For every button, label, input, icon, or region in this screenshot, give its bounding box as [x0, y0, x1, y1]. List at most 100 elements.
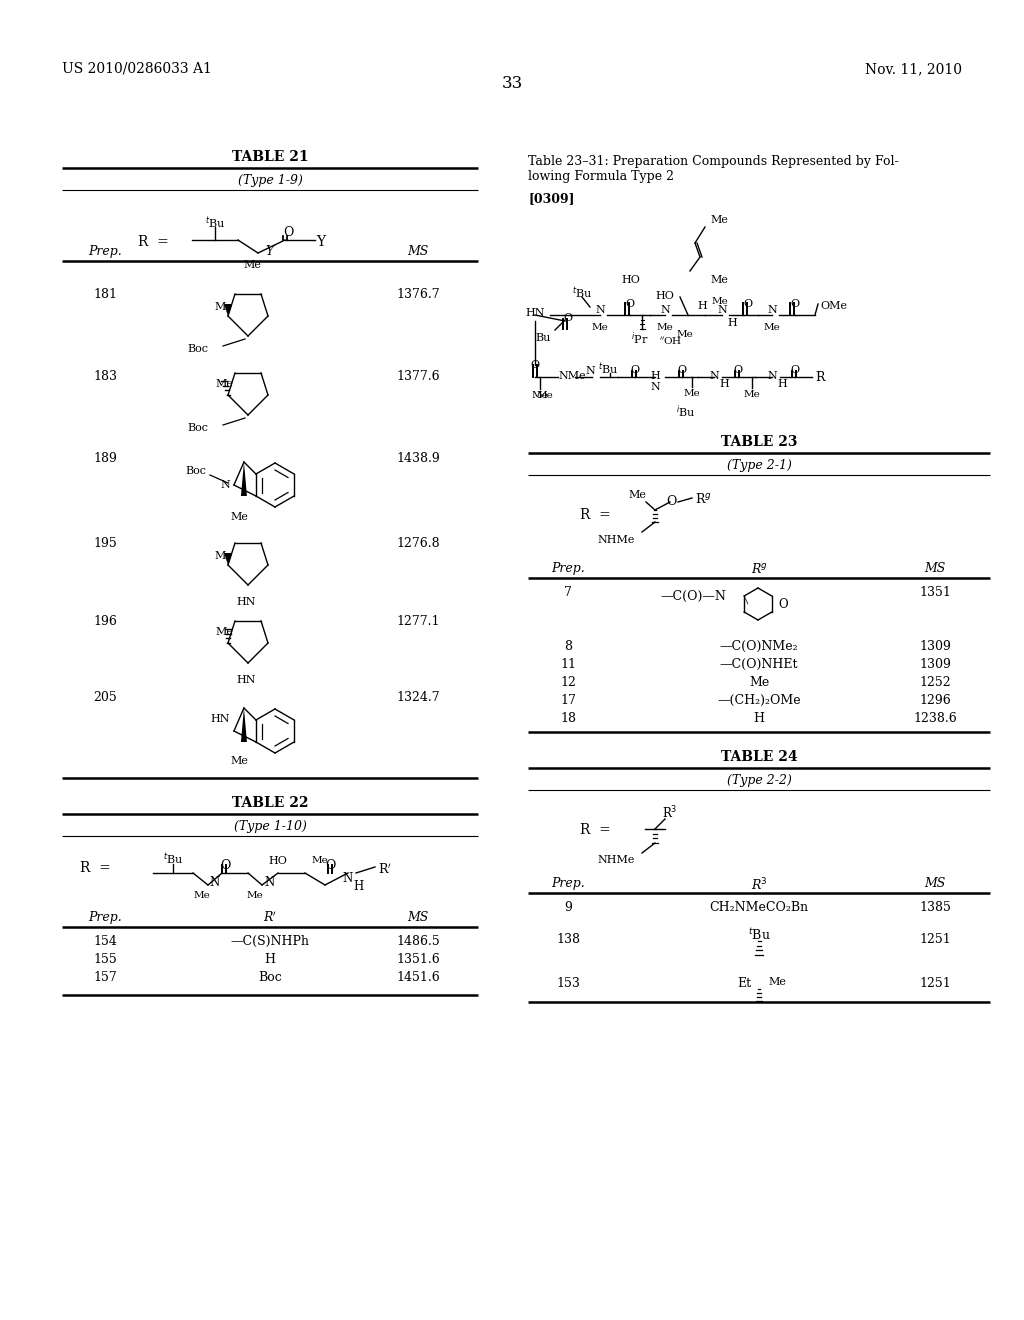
- Text: 33: 33: [502, 75, 522, 92]
- Text: HO: HO: [655, 290, 674, 301]
- Text: N: N: [650, 381, 659, 392]
- Text: Me: Me: [710, 215, 728, 224]
- Text: 1351.6: 1351.6: [396, 953, 440, 966]
- Text: Me: Me: [194, 891, 210, 900]
- Text: 1351: 1351: [920, 586, 951, 599]
- Text: OMe: OMe: [820, 301, 847, 312]
- Text: 18: 18: [560, 711, 575, 725]
- Text: Me: Me: [537, 391, 553, 400]
- Text: Me: Me: [243, 260, 261, 271]
- Text: 1376.7: 1376.7: [396, 288, 440, 301]
- Text: (Type 1-10): (Type 1-10): [233, 820, 306, 833]
- Text: Me: Me: [214, 302, 232, 312]
- Text: R$^{3}$: R$^{3}$: [751, 876, 767, 894]
- Text: HO: HO: [268, 855, 288, 866]
- Text: H: H: [754, 711, 765, 725]
- Text: (Type 1-9): (Type 1-9): [238, 174, 302, 187]
- Text: 157: 157: [93, 972, 117, 983]
- Polygon shape: [224, 304, 232, 315]
- Text: US 2010/0286033 A1: US 2010/0286033 A1: [62, 62, 212, 77]
- Text: Boc: Boc: [187, 345, 208, 354]
- Text: Me: Me: [230, 756, 248, 766]
- Text: Me: Me: [656, 323, 674, 333]
- Text: O: O: [733, 366, 742, 375]
- Text: Boc: Boc: [187, 422, 208, 433]
- Text: N: N: [717, 305, 727, 315]
- Text: 181: 181: [93, 288, 117, 301]
- Text: (Type 2-1): (Type 2-1): [727, 459, 792, 473]
- Text: —C(S)NHPh: —C(S)NHPh: [230, 935, 309, 948]
- Text: —C(O)—N: —C(O)—N: [660, 590, 726, 603]
- Text: R  =: R =: [80, 861, 111, 875]
- Text: H: H: [697, 301, 707, 312]
- Text: MS: MS: [408, 246, 429, 257]
- Text: Me: Me: [215, 627, 232, 638]
- Text: Me: Me: [743, 389, 761, 399]
- Text: —C(O)NHEt: —C(O)NHEt: [720, 657, 799, 671]
- Text: $^{t}$Bu: $^{t}$Bu: [598, 360, 618, 376]
- Text: MS: MS: [925, 876, 946, 890]
- Text: [0309]: [0309]: [528, 191, 574, 205]
- Text: Me: Me: [677, 330, 693, 339]
- Text: N: N: [767, 305, 777, 315]
- Text: Me: Me: [764, 323, 780, 333]
- Text: 196: 196: [93, 615, 117, 628]
- Text: Me: Me: [592, 323, 608, 333]
- Text: O: O: [791, 366, 800, 375]
- Text: N: N: [767, 371, 777, 381]
- Text: O: O: [666, 495, 676, 508]
- Text: 1438.9: 1438.9: [396, 451, 440, 465]
- Text: 8: 8: [564, 640, 572, 653]
- Text: N: N: [343, 873, 353, 886]
- Text: Me: Me: [215, 379, 232, 389]
- Text: O: O: [791, 300, 800, 309]
- Text: H: H: [727, 318, 737, 327]
- Text: O: O: [631, 366, 640, 375]
- Text: N: N: [710, 371, 719, 381]
- Text: NMe: NMe: [558, 371, 586, 381]
- Text: H: H: [777, 379, 786, 389]
- Text: 11: 11: [560, 657, 575, 671]
- Text: Me: Me: [749, 676, 769, 689]
- Text: Boc: Boc: [258, 972, 282, 983]
- Text: HN: HN: [237, 675, 256, 685]
- Text: 1238.6: 1238.6: [913, 711, 956, 725]
- Text: TABLE 24: TABLE 24: [721, 750, 798, 764]
- Text: 153: 153: [556, 977, 580, 990]
- Text: O: O: [283, 226, 293, 239]
- Text: H: H: [264, 953, 275, 966]
- Text: R  =: R =: [580, 508, 610, 521]
- Text: Boc: Boc: [185, 466, 206, 477]
- Text: $^{t}$Bu: $^{t}$Bu: [571, 285, 592, 301]
- Text: 1251: 1251: [920, 977, 951, 990]
- Text: HN: HN: [237, 597, 256, 607]
- Text: O: O: [778, 598, 787, 610]
- Text: 183: 183: [93, 370, 117, 383]
- Text: Me: Me: [230, 512, 248, 521]
- Text: 1309: 1309: [920, 640, 951, 653]
- Text: N: N: [210, 875, 220, 888]
- Text: O: O: [626, 300, 635, 309]
- Text: TABLE 22: TABLE 22: [231, 796, 308, 810]
- Text: 1252: 1252: [920, 676, 951, 689]
- Text: $^{t}$Bu: $^{t}$Bu: [205, 215, 225, 231]
- Text: Prep.: Prep.: [88, 246, 122, 257]
- Text: MS: MS: [925, 562, 946, 576]
- Text: 1309: 1309: [920, 657, 951, 671]
- Text: NHMe: NHMe: [598, 855, 635, 865]
- Text: R$^{3}$: R$^{3}$: [663, 805, 678, 821]
- Text: Bu: Bu: [535, 333, 550, 343]
- Text: 138: 138: [556, 933, 580, 946]
- Text: 195: 195: [93, 537, 117, 550]
- Text: TABLE 23: TABLE 23: [721, 436, 798, 449]
- Text: O: O: [220, 859, 230, 873]
- Text: Prep.: Prep.: [88, 911, 122, 924]
- Text: Y: Y: [316, 235, 326, 249]
- Text: 1324.7: 1324.7: [396, 690, 440, 704]
- Text: O: O: [563, 313, 572, 323]
- Text: 155: 155: [93, 953, 117, 966]
- Text: Et: Et: [737, 977, 751, 990]
- Text: Me: Me: [712, 297, 729, 306]
- Text: (Type 2-2): (Type 2-2): [727, 774, 792, 787]
- Polygon shape: [241, 708, 247, 742]
